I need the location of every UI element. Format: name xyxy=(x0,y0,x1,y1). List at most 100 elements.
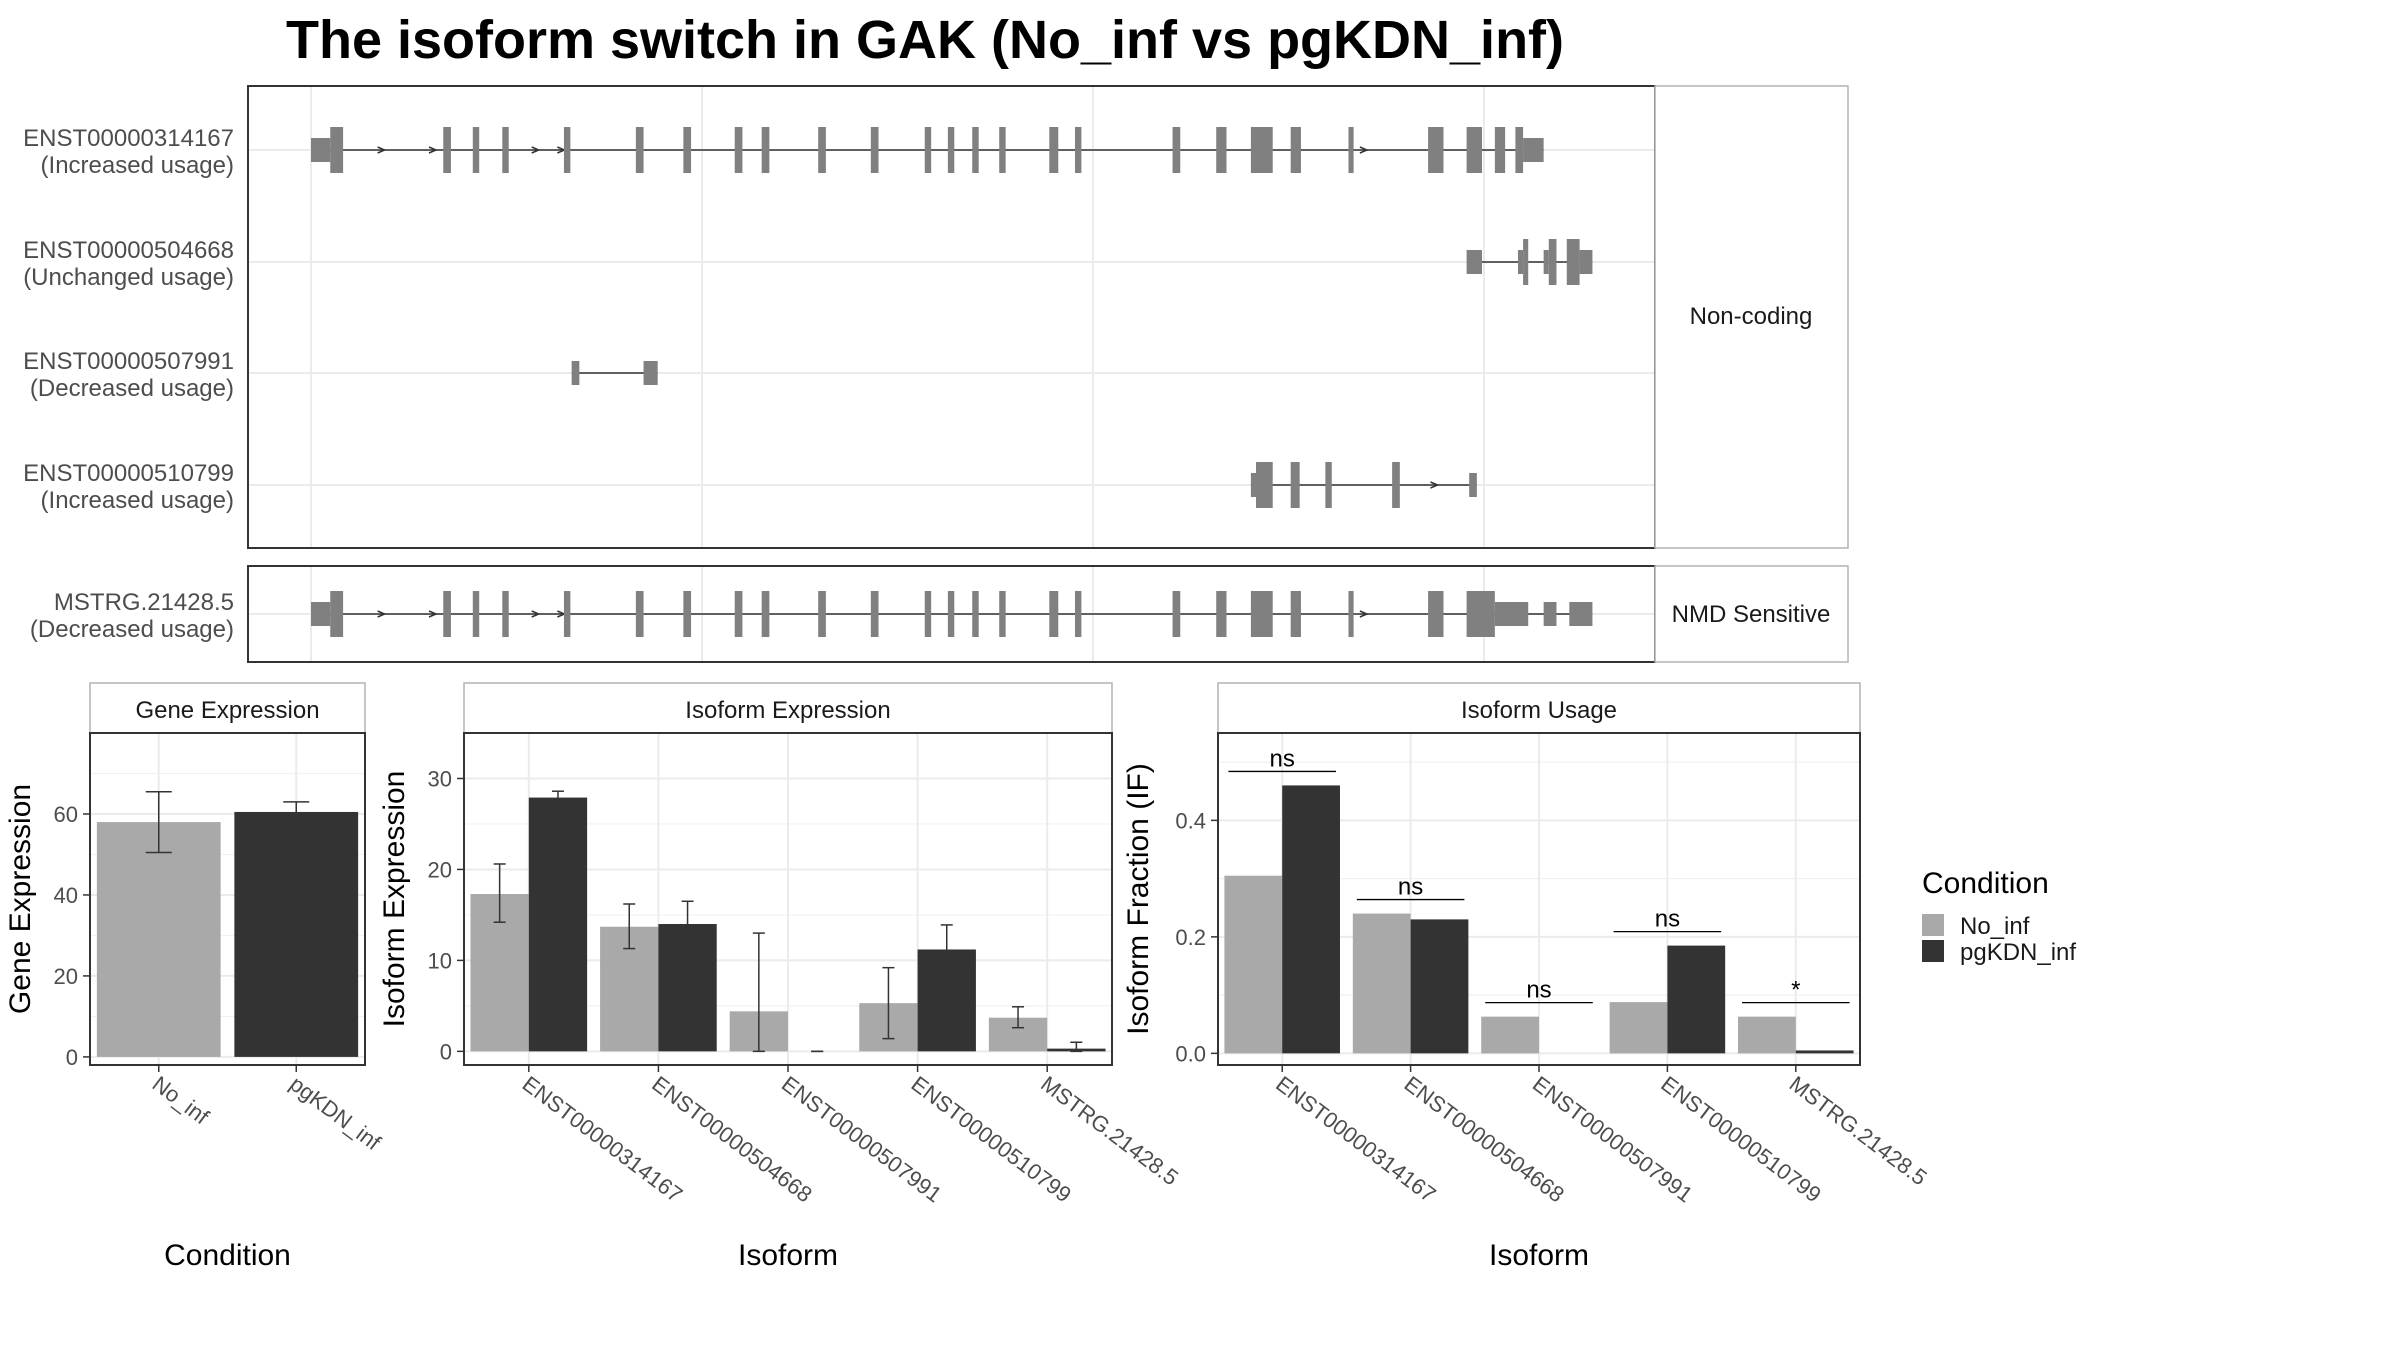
panel-strip xyxy=(463,682,1113,734)
coding-exon xyxy=(1523,239,1529,285)
legend-swatch-pgkdn-inf xyxy=(1922,940,1944,962)
y-axis-title: Gene Expression xyxy=(4,784,37,1014)
bar xyxy=(1410,919,1469,1054)
bar xyxy=(1352,913,1411,1054)
coding-exon xyxy=(683,127,692,173)
structure-panel-nmd-sensitive: NMD Sensitive MSTRG.21428.5(Decreased us… xyxy=(30,565,1849,663)
transcript-track xyxy=(1250,462,1477,508)
transcript-status-label: (Decreased usage) xyxy=(30,375,234,402)
coding-exon xyxy=(924,127,932,173)
y-tick-label: 40 xyxy=(54,883,78,908)
coding-exon xyxy=(1216,591,1227,637)
y-axis-title: Isoform Expression xyxy=(378,771,411,1028)
transcript-status-label: (Unchanged usage) xyxy=(23,264,234,291)
y-tick-label: 0.0 xyxy=(1175,1041,1206,1066)
coding-exon xyxy=(1392,462,1400,508)
transcript-track xyxy=(311,591,1593,637)
coding-exon xyxy=(1466,127,1483,173)
coding-exon xyxy=(1466,591,1495,637)
x-tick-label: pgKDN_inf xyxy=(285,1071,386,1156)
bar xyxy=(1282,785,1340,1054)
coding-exon xyxy=(947,591,955,637)
utr-exon xyxy=(1250,473,1257,497)
significance-label: ns xyxy=(1526,977,1551,1004)
coding-exon xyxy=(1172,591,1181,637)
utr-exon xyxy=(571,361,580,385)
bar xyxy=(1224,875,1283,1054)
coding-exon xyxy=(870,127,879,173)
figure-title: The isoform switch in GAK (No_inf vs pgK… xyxy=(286,10,1564,70)
y-tick-label: 0 xyxy=(440,1039,452,1064)
legend-label-pgkdn-inf: pgKDN_inf xyxy=(1960,939,2076,966)
coding-exon xyxy=(1515,127,1524,173)
transcript-id-label: MSTRG.21428.5 xyxy=(54,589,234,616)
panel-title: Isoform Usage xyxy=(1461,697,1617,724)
utr-exon xyxy=(1523,138,1544,162)
strand-arrow-icon xyxy=(531,610,541,618)
legend-swatch-no-inf xyxy=(1922,914,1944,936)
legend-title: Condition xyxy=(1922,867,2049,900)
transcript-track xyxy=(311,127,1544,173)
panel-strip xyxy=(1217,682,1861,734)
coding-exon xyxy=(761,127,770,173)
coding-exon xyxy=(1172,127,1181,173)
coding-exon xyxy=(1494,127,1506,173)
x-tick-label: MSTRG.21428.5 xyxy=(1036,1071,1183,1190)
coding-exon xyxy=(1250,591,1273,637)
strand-arrow-icon xyxy=(377,610,387,618)
y-tick-label: 30 xyxy=(428,766,452,791)
coding-exon xyxy=(761,591,770,637)
bar xyxy=(1795,1050,1854,1054)
coding-exon xyxy=(1256,462,1273,508)
bar xyxy=(1667,945,1726,1054)
y-tick-label: 20 xyxy=(54,964,78,989)
significance-label: * xyxy=(1791,977,1800,1004)
coding-exon xyxy=(472,591,480,637)
strip-non-coding xyxy=(1654,85,1849,549)
coding-exon xyxy=(1250,127,1273,173)
coding-exon xyxy=(1049,591,1059,637)
coding-exon xyxy=(1428,591,1444,637)
coding-exon xyxy=(635,127,644,173)
y-tick-label: 0.2 xyxy=(1175,925,1206,950)
y-axis-title: Isoform Fraction (IF) xyxy=(1122,763,1155,1035)
x-axis-title: Condition xyxy=(164,1239,291,1272)
bar xyxy=(1738,1016,1796,1054)
bar xyxy=(528,797,588,1052)
bar xyxy=(1609,1002,1668,1054)
coding-exon xyxy=(1290,591,1301,637)
coding-exon xyxy=(1348,591,1354,637)
coding-exon xyxy=(472,127,480,173)
coding-exon xyxy=(734,127,743,173)
coding-exon xyxy=(563,127,571,173)
y-tick-label: 0.4 xyxy=(1175,808,1206,833)
bar xyxy=(234,811,359,1057)
coding-exon xyxy=(1348,127,1354,173)
utr-exon xyxy=(1517,250,1524,274)
transcript-id-label: ENST00000507991 xyxy=(23,348,234,375)
coding-exon xyxy=(683,591,692,637)
y-tick-label: 10 xyxy=(428,948,452,973)
significance-label: ns xyxy=(1270,745,1295,772)
isoform-expression-panel: Isoform Expression0102030ENST00000314167… xyxy=(378,682,1183,1272)
bar xyxy=(658,924,717,1052)
utr-exon xyxy=(1469,473,1477,497)
structure-tracks xyxy=(311,127,1593,508)
strip-label-nmd-sensitive: NMD Sensitive xyxy=(1672,601,1831,628)
utr-exon xyxy=(1579,250,1593,274)
strand-arrow-icon xyxy=(531,146,541,154)
isoform-usage-panel: Isoform Usagensnsnsns*0.00.20.4ENST00000… xyxy=(1122,682,1932,1272)
transcript-id-label: ENST00000504668 xyxy=(23,237,234,264)
utr-exon xyxy=(311,138,331,162)
coding-exon xyxy=(502,591,509,637)
utr-exon xyxy=(643,361,658,385)
coding-exon xyxy=(1290,127,1301,173)
gene-expression-panel: Gene Expression 0 20 40 60 No_inf pgKDN_inf Con… xyxy=(4,682,386,1272)
strand-arrow-icon xyxy=(1359,610,1369,618)
coding-exon xyxy=(999,591,1006,637)
coding-exon xyxy=(563,591,571,637)
utr-exon xyxy=(1543,602,1557,626)
transcript-status-label: (Increased usage) xyxy=(41,487,234,514)
transcript-track xyxy=(571,361,658,385)
